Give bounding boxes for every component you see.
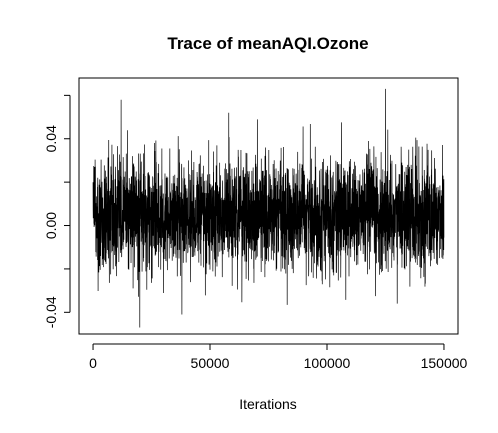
y-tick-label: 0.00 <box>43 212 59 239</box>
trace-line <box>92 88 445 328</box>
y-axis: -0.04 0.00 0.04 <box>43 94 71 328</box>
x-tick-label: 50000 <box>191 355 230 371</box>
plot-box <box>78 77 459 335</box>
y-tick-label: 0.04 <box>43 125 59 152</box>
trace-series <box>92 88 445 328</box>
chart-title: Trace of meanAQI.Ozone <box>167 34 368 53</box>
x-tick-label: 0 <box>89 355 97 371</box>
x-axis: 0 50000 100000 150000 <box>89 343 468 371</box>
x-tick-label: 150000 <box>421 355 468 371</box>
y-tick-label: -0.04 <box>43 296 59 328</box>
x-axis-label: Iterations <box>239 396 297 412</box>
x-tick-label: 100000 <box>304 355 351 371</box>
